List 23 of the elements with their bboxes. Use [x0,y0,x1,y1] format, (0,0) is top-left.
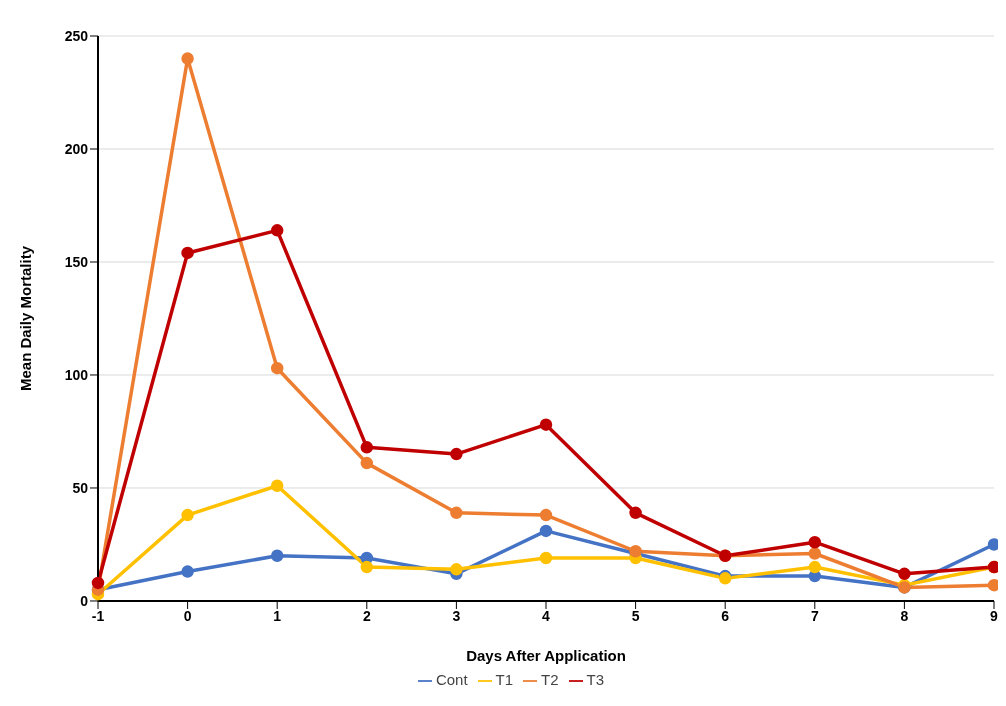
x-tick-label: 2 [362,607,371,624]
x-tick-label: -1 [91,607,105,624]
x-tick-label: 1 [273,607,282,624]
x-tick-label: 6 [721,607,730,624]
x-tick-label: 9 [990,607,999,624]
x-tick-label: 3 [452,607,461,624]
legend-label: T3 [586,670,605,688]
y-tick-label: 100 [64,366,89,383]
x-axis-title: Days After Application [466,646,626,664]
x-tick-label: 4 [542,607,551,624]
y-axis-title: Mean Daily Mortality [17,245,35,392]
y-tick-label: 50 [72,479,89,496]
y-tick-label: 150 [64,253,89,270]
y-tick-label: 200 [64,140,89,157]
x-tick-label: 7 [810,607,819,624]
legend-label: T1 [495,670,514,688]
x-tick-label: 0 [183,607,192,624]
legend-label: T2 [541,670,559,688]
x-tick-label: 8 [900,607,909,624]
legend-label: Cont [435,670,468,688]
y-tick-label: 250 [64,27,89,44]
x-tick-label: 5 [631,607,640,624]
y-tick-label: 0 [80,592,89,609]
